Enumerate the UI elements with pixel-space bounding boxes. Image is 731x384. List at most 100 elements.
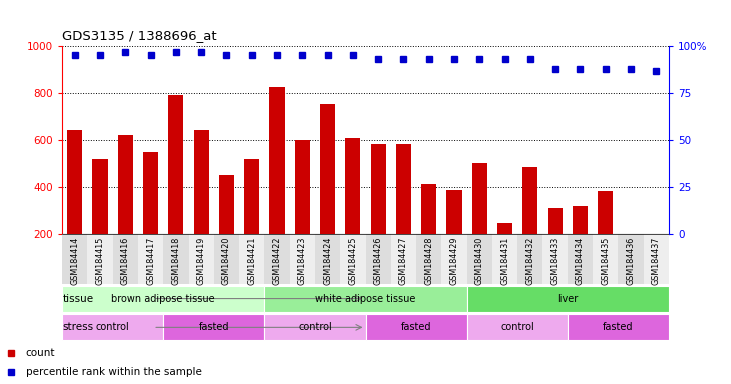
Bar <box>289 46 315 234</box>
Bar <box>648 255 664 281</box>
Bar <box>466 46 492 234</box>
Text: GSM184430: GSM184430 <box>474 237 484 285</box>
Text: fasted: fasted <box>401 322 431 333</box>
Bar <box>143 152 158 281</box>
Text: GSM184420: GSM184420 <box>222 237 231 285</box>
Text: fasted: fasted <box>603 322 634 333</box>
Bar <box>88 234 113 284</box>
Bar <box>643 234 669 284</box>
Bar <box>442 46 466 234</box>
Text: GSM184425: GSM184425 <box>349 237 357 285</box>
Bar <box>593 234 618 284</box>
Bar <box>568 314 669 340</box>
Bar <box>345 138 360 281</box>
Text: GSM184432: GSM184432 <box>526 237 534 285</box>
Bar <box>618 234 643 284</box>
Bar <box>62 46 88 234</box>
Bar <box>492 234 518 284</box>
Bar <box>168 96 183 281</box>
Text: GSM184431: GSM184431 <box>500 237 509 285</box>
Text: control: control <box>298 322 332 333</box>
Bar <box>113 46 138 234</box>
Bar <box>542 46 568 234</box>
Bar <box>239 234 265 284</box>
Bar <box>265 234 289 284</box>
Text: GSM184436: GSM184436 <box>626 237 635 285</box>
Bar <box>466 314 568 340</box>
Text: GSM184427: GSM184427 <box>399 237 408 285</box>
Bar <box>492 46 517 234</box>
Bar <box>395 144 411 281</box>
Bar <box>466 286 669 311</box>
Bar <box>289 234 315 284</box>
Text: GSM184424: GSM184424 <box>323 237 332 285</box>
Text: GSM184414: GSM184414 <box>70 237 79 285</box>
Bar <box>517 46 542 234</box>
Bar <box>163 46 189 234</box>
Bar <box>189 234 213 284</box>
Text: GSM184428: GSM184428 <box>424 237 433 285</box>
Bar <box>265 46 289 234</box>
Text: fasted: fasted <box>199 322 229 333</box>
Bar <box>92 159 107 281</box>
Bar <box>442 234 466 284</box>
Bar <box>138 234 163 284</box>
Bar <box>219 175 234 281</box>
Bar <box>67 129 83 281</box>
Bar <box>113 234 138 284</box>
Bar <box>189 46 213 234</box>
Bar <box>265 286 466 311</box>
Bar <box>643 46 669 234</box>
Bar <box>270 87 284 281</box>
Text: tissue: tissue <box>63 293 94 304</box>
Bar <box>62 286 265 311</box>
Bar <box>598 191 613 281</box>
Bar <box>366 234 391 284</box>
Text: GSM184419: GSM184419 <box>197 237 205 285</box>
Bar <box>542 234 568 284</box>
Text: stress: stress <box>63 322 94 333</box>
Text: GSM184421: GSM184421 <box>247 237 257 285</box>
Bar <box>466 234 492 284</box>
Bar <box>295 140 310 281</box>
Bar <box>265 314 366 340</box>
Bar <box>573 206 588 281</box>
Bar <box>421 184 436 281</box>
Bar <box>447 190 461 281</box>
Text: GSM184423: GSM184423 <box>298 237 307 285</box>
Text: GSM184418: GSM184418 <box>171 237 181 285</box>
Bar <box>518 234 542 284</box>
Text: GSM184417: GSM184417 <box>146 237 155 285</box>
Text: GSM184416: GSM184416 <box>121 237 130 285</box>
Text: GSM184434: GSM184434 <box>576 237 585 285</box>
Bar <box>62 234 88 284</box>
Bar <box>522 167 537 281</box>
Bar <box>88 46 113 234</box>
Text: white adipose tissue: white adipose tissue <box>315 293 416 304</box>
Bar <box>194 129 209 281</box>
Bar <box>163 314 265 340</box>
Bar <box>138 46 163 234</box>
Text: GSM184435: GSM184435 <box>601 237 610 285</box>
Bar <box>239 46 265 234</box>
Bar <box>366 46 391 234</box>
Bar <box>315 46 340 234</box>
Bar <box>618 46 643 234</box>
Text: brown adipose tissue: brown adipose tissue <box>111 293 215 304</box>
Text: GSM184437: GSM184437 <box>652 237 661 285</box>
Bar <box>548 209 563 281</box>
Text: GSM184415: GSM184415 <box>96 237 105 285</box>
Bar <box>416 234 442 284</box>
Bar <box>568 46 593 234</box>
Text: liver: liver <box>557 293 578 304</box>
Text: GSM184426: GSM184426 <box>374 237 382 285</box>
Bar <box>568 234 593 284</box>
Bar <box>416 46 442 234</box>
Bar <box>391 234 416 284</box>
Bar <box>118 136 133 281</box>
Bar <box>163 234 189 284</box>
Bar <box>62 314 163 340</box>
Bar <box>213 46 239 234</box>
Bar <box>366 314 466 340</box>
Bar <box>497 223 512 281</box>
